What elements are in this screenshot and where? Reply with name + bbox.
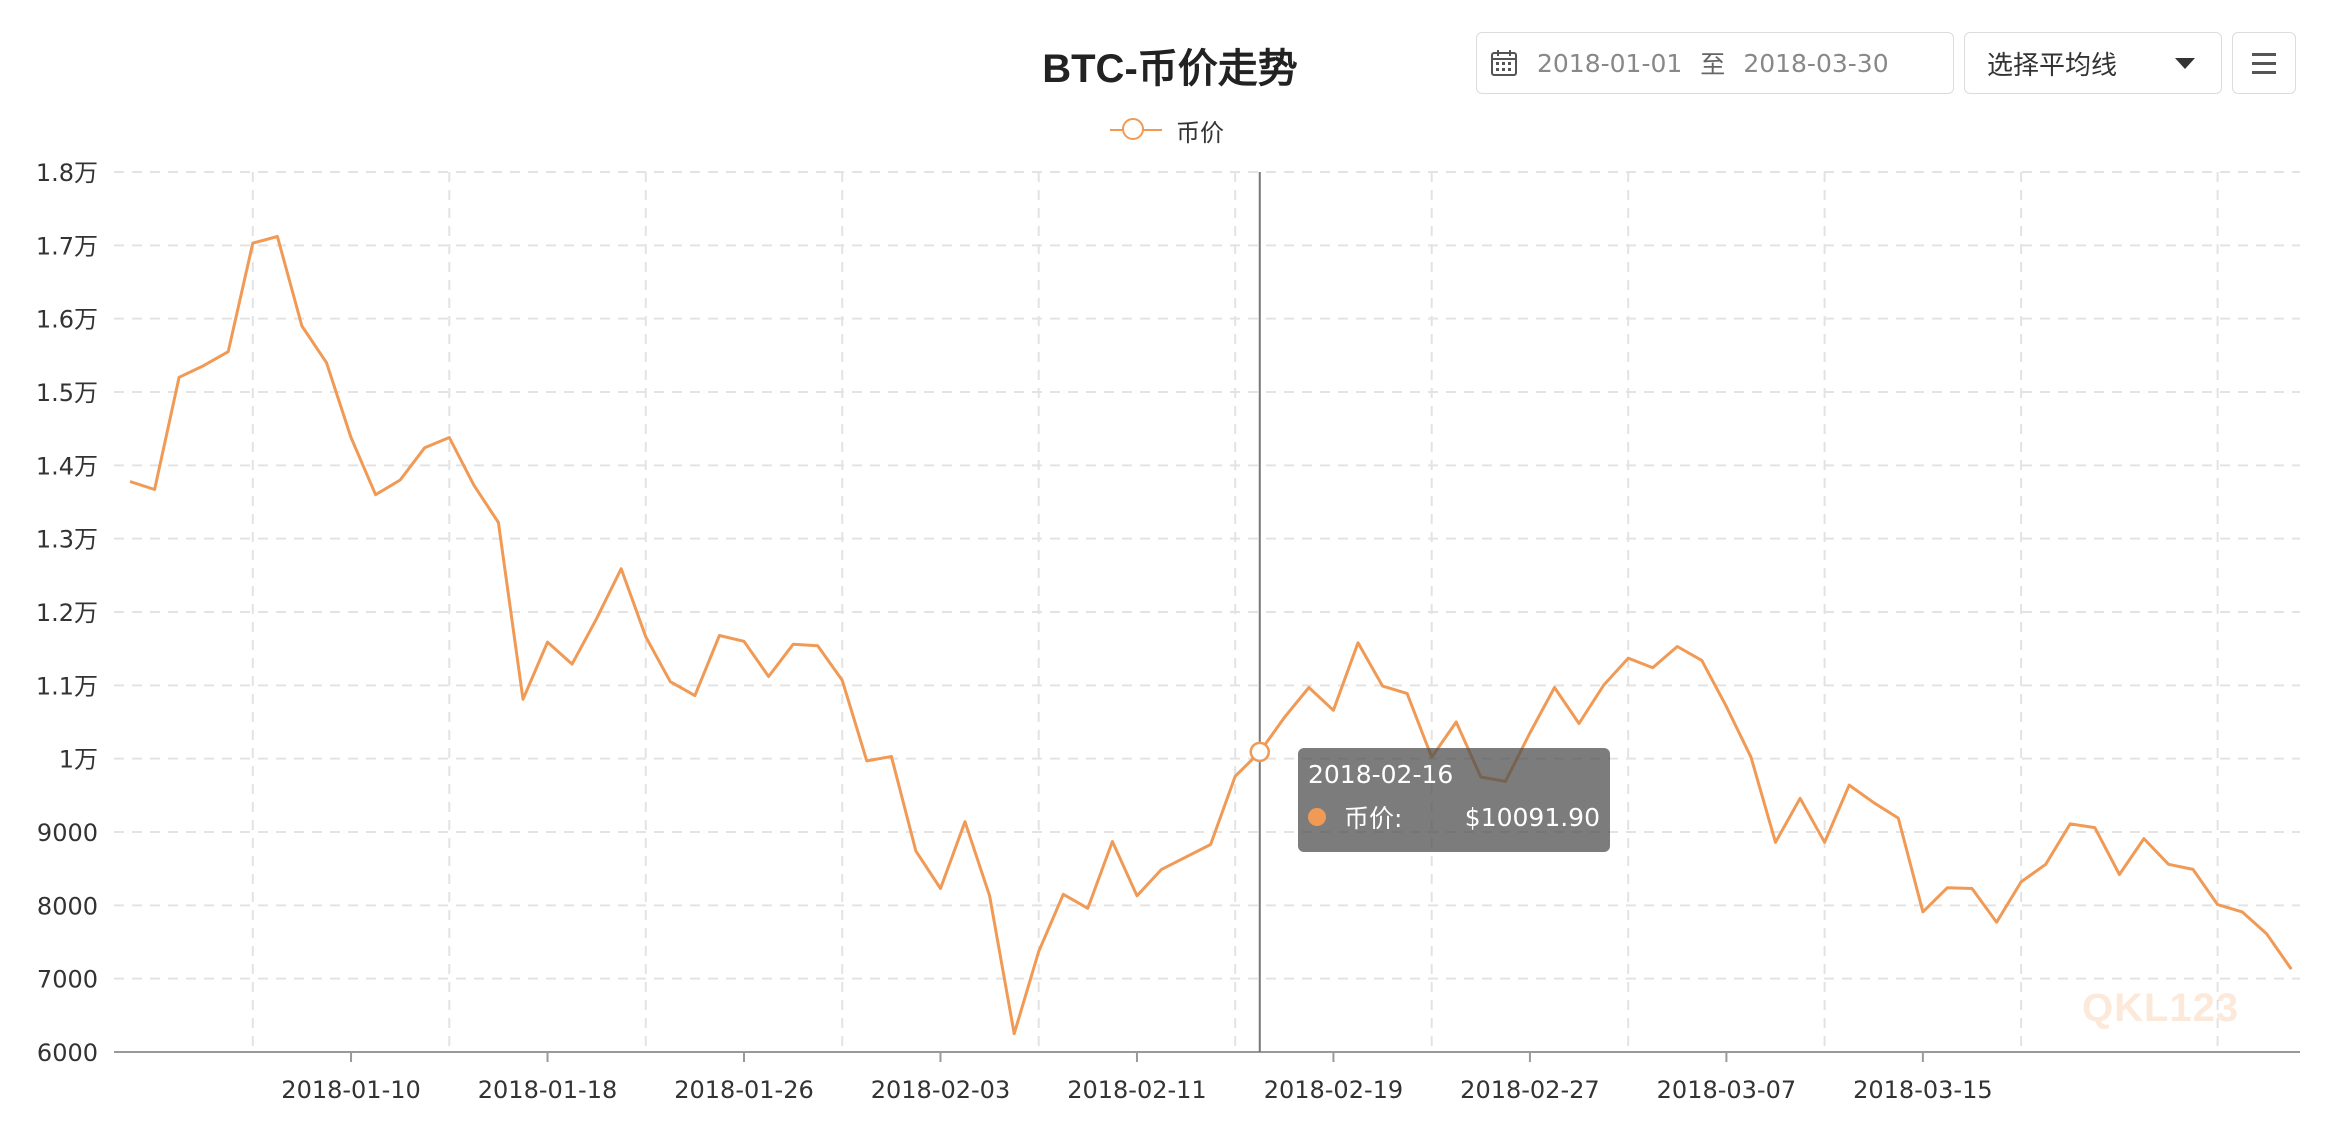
calendar-icon bbox=[1489, 48, 1519, 78]
x-tick-label: 2018-01-18 bbox=[478, 1076, 617, 1104]
x-tick-label: 2018-02-03 bbox=[871, 1076, 1010, 1104]
y-tick-label: 9000 bbox=[37, 819, 98, 847]
legend-label: 币价 bbox=[1176, 118, 1224, 147]
tooltip-label: 币价: bbox=[1344, 804, 1403, 833]
menu-button[interactable] bbox=[2232, 32, 2296, 94]
range-separator: 至 bbox=[1700, 50, 1726, 79]
y-tick-label: 1.2万 bbox=[36, 599, 98, 627]
hamburger-menu-icon bbox=[2252, 52, 2276, 56]
y-tick-label: 1.1万 bbox=[36, 672, 98, 700]
chart-title: BTC-币价走势 bbox=[1042, 47, 1298, 91]
date-range-picker[interactable]: 2018-01-01 至 2018-03-30 bbox=[1476, 32, 1954, 94]
chevron-down-icon bbox=[2175, 57, 2195, 69]
y-tick-label: 1.8万 bbox=[36, 159, 98, 187]
x-tick-label: 2018-01-10 bbox=[281, 1076, 420, 1104]
legend-line-circle-icon bbox=[1110, 112, 1162, 148]
x-tick-label: 2018-02-27 bbox=[1460, 1076, 1599, 1104]
price-series-line bbox=[129, 235, 2293, 1036]
moving-average-select-label: 选择平均线 bbox=[1987, 50, 2118, 81]
chart-grid bbox=[114, 171, 2300, 1052]
x-tick-label: 2018-02-11 bbox=[1067, 1076, 1206, 1104]
x-tick-label: 2018-01-26 bbox=[674, 1076, 813, 1104]
chart-axes: 6000 7000 8000 9000 1万 1.1万 1.2万 1.3万 1.4万 1.5万 1.… bbox=[36, 159, 2300, 1104]
moving-average-select[interactable]: 选择平均线 bbox=[1964, 32, 2222, 94]
y-tick-label: 8000 bbox=[37, 892, 98, 920]
end-date-input[interactable]: 2018-03-30 bbox=[1743, 48, 1889, 78]
y-tick-label: 6000 bbox=[37, 1039, 98, 1067]
y-tick-label: 1.5万 bbox=[36, 379, 98, 407]
y-tick-label: 1.6万 bbox=[36, 306, 98, 334]
highlight-point bbox=[1249, 741, 1271, 763]
y-tick-label: 1万 bbox=[59, 746, 98, 774]
chart-series bbox=[129, 172, 2293, 1052]
x-tick-label: 2018-03-07 bbox=[1657, 1076, 1796, 1104]
y-tick-label: 1.7万 bbox=[36, 232, 98, 260]
tooltip-series-dot bbox=[1308, 808, 1326, 826]
tooltip-date: 2018-02-16 bbox=[1308, 760, 1454, 789]
y-tick-label: 7000 bbox=[37, 966, 98, 994]
legend[interactable]: 币价 bbox=[1110, 112, 1224, 148]
start-date-input[interactable]: 2018-01-01 bbox=[1537, 48, 1683, 78]
x-tick-label: 2018-02-19 bbox=[1264, 1076, 1403, 1104]
watermark-logo: QKL123 bbox=[2082, 986, 2240, 1030]
y-tick-label: 1.3万 bbox=[36, 526, 98, 554]
chart-tooltip: 2018-02-16 币价: $10091.90 bbox=[1298, 748, 1610, 852]
y-tick-label: 1.4万 bbox=[36, 452, 98, 480]
x-tick-label: 2018-03-15 bbox=[1853, 1076, 1992, 1104]
tooltip-value: $10091.90 bbox=[1464, 802, 1600, 832]
